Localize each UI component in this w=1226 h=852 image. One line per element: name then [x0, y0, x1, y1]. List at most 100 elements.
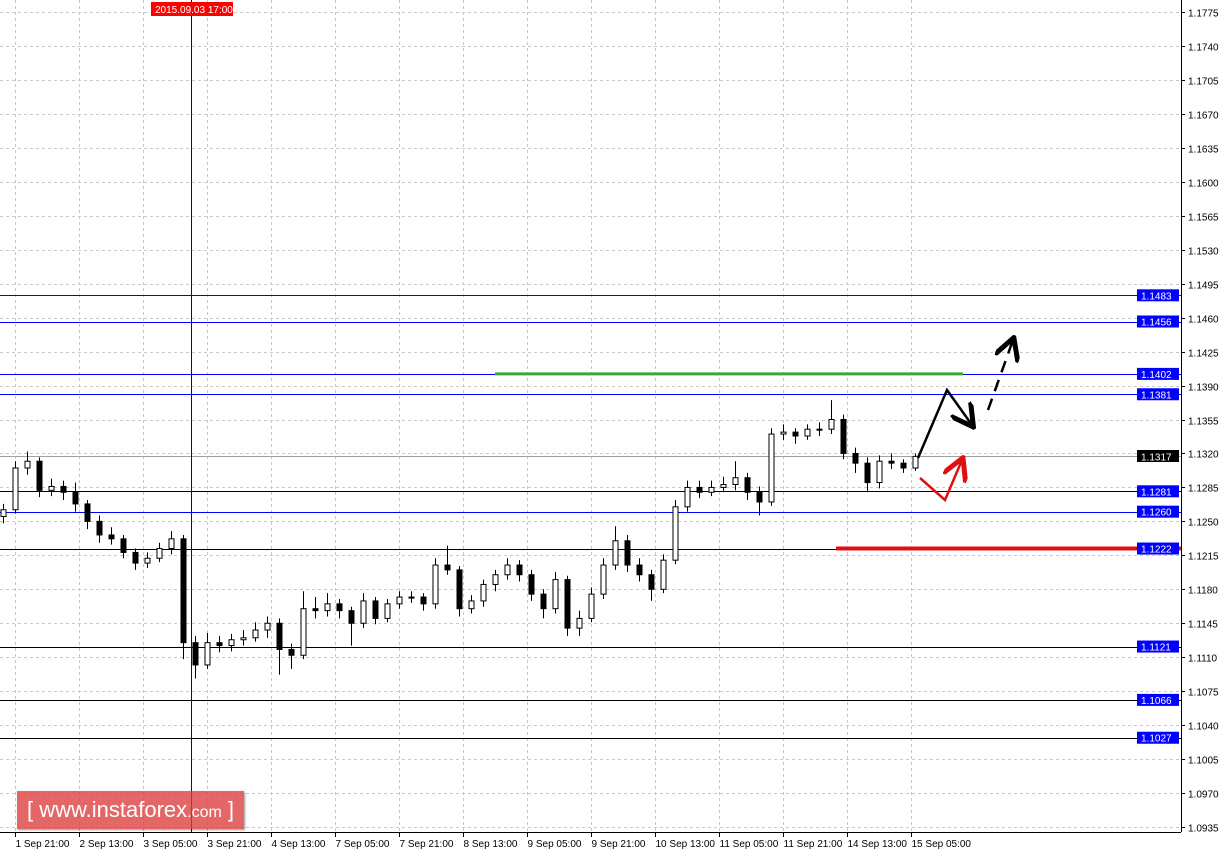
candle-body	[192, 642, 199, 666]
candle-body	[588, 593, 595, 619]
candle-body	[336, 603, 343, 612]
instaforex-watermark: [ www.instaforex.com ]	[17, 791, 244, 829]
level-price-label: 1.1260	[1141, 508, 1172, 519]
current-price-label: 1.1317	[1141, 453, 1172, 464]
candle-body	[660, 559, 667, 590]
y-tick-label: 1.1705	[1188, 77, 1219, 88]
candle-body	[492, 574, 499, 585]
level-price-label: 1.1121	[1141, 643, 1171, 654]
level-price-label: 1.1281	[1141, 487, 1172, 498]
candle-body	[648, 574, 655, 590]
candle-body	[744, 477, 751, 493]
candle-body	[36, 460, 43, 491]
x-tick-label: 11 Sep 05:00	[720, 839, 779, 850]
candle-body	[468, 600, 475, 610]
candle-body	[372, 600, 379, 619]
candle-body	[420, 596, 427, 605]
candle-body	[804, 428, 811, 437]
candle-body	[396, 596, 403, 605]
candle-body	[876, 460, 883, 484]
candle-body	[288, 648, 295, 656]
candle-body	[852, 452, 859, 464]
y-tick-label: 1.0935	[1188, 824, 1219, 835]
x-tick-label: 1 Sep 21:00	[16, 839, 70, 850]
level-price-label-bg	[1137, 388, 1179, 401]
y-tick-label: 1.1075	[1188, 688, 1219, 699]
candle-body	[0, 509, 7, 518]
candle-body	[684, 486, 691, 508]
candle-body	[576, 617, 583, 629]
candle-body	[600, 564, 607, 595]
candle-body	[432, 564, 439, 605]
candle-body	[780, 431, 787, 435]
candle-body	[156, 548, 163, 559]
y-tick-label: 1.1565	[1188, 213, 1219, 224]
candle-body	[708, 486, 715, 493]
level-price-label: 1.1456	[1141, 318, 1172, 329]
y-tick-label: 1.1600	[1188, 179, 1219, 190]
current-price-label-bg	[1137, 450, 1179, 462]
level-price-label-bg	[1137, 315, 1179, 328]
candle-body	[60, 485, 67, 493]
candle-body	[348, 610, 355, 624]
candle-body	[888, 460, 895, 464]
candle-body	[408, 596, 415, 599]
candle-body	[792, 431, 799, 437]
level-price-label-bg	[1137, 542, 1179, 555]
y-tick-label: 1.1285	[1188, 484, 1219, 495]
candle-body	[204, 642, 211, 666]
x-tick-label: 4 Sep 13:00	[272, 839, 326, 850]
candle-body	[384, 603, 391, 619]
y-tick-label: 1.1390	[1188, 383, 1219, 394]
candle-body	[456, 569, 463, 610]
candle-body	[840, 419, 847, 454]
y-tick-label: 1.1040	[1188, 722, 1219, 733]
y-tick-label: 1.1355	[1188, 417, 1219, 428]
y-tick-label: 1.1145	[1188, 620, 1218, 631]
candle-body	[252, 629, 259, 639]
candle-body	[756, 491, 763, 503]
bearish-alternative-arrow	[919, 460, 962, 503]
x-tick-label: 7 Sep 21:00	[400, 839, 454, 850]
candle-body	[720, 484, 727, 488]
level-price-label-bg	[1137, 693, 1179, 706]
bullish-continuation-arrow	[986, 340, 1013, 411]
candle-body	[528, 574, 535, 595]
level-price-label-bg	[1137, 731, 1179, 744]
candle-body	[480, 583, 487, 602]
level-price-label: 1.1483	[1141, 291, 1172, 302]
y-tick-label: 1.1670	[1188, 111, 1219, 122]
candle-body	[564, 579, 571, 629]
candle-body	[636, 564, 643, 576]
level-price-label-bg	[1137, 289, 1179, 302]
candle-body	[120, 538, 127, 553]
x-tick-label: 2 Sep 13:00	[80, 839, 134, 850]
candle-body	[324, 603, 331, 612]
level-price-label-bg	[1137, 485, 1179, 498]
candle-body	[696, 486, 703, 493]
candle-body	[516, 564, 523, 576]
candle-body	[828, 419, 835, 430]
candle-body	[228, 639, 235, 647]
level-price-label: 1.1222	[1141, 545, 1172, 556]
y-tick-label: 1.1530	[1188, 247, 1219, 258]
y-tick-label: 1.1215	[1188, 552, 1219, 563]
level-price-label: 1.1066	[1141, 696, 1172, 707]
candle-body	[24, 460, 31, 469]
candle-body	[84, 503, 91, 522]
y-tick-label: 1.1460	[1188, 315, 1219, 326]
candle-body	[240, 637, 247, 641]
y-tick-label: 1.1005	[1188, 756, 1219, 767]
level-price-label: 1.1402	[1141, 370, 1172, 381]
candle-body	[672, 506, 679, 561]
y-tick-label: 1.1250	[1188, 518, 1219, 529]
y-tick-label: 1.1775	[1188, 9, 1219, 20]
candle-body	[216, 642, 223, 647]
candle-body	[96, 520, 103, 536]
level-price-label: 1.1027	[1141, 734, 1172, 745]
y-tick-label: 1.0970	[1188, 790, 1219, 801]
candle-body	[900, 462, 907, 469]
candle-body	[300, 608, 307, 656]
level-price-label-bg	[1137, 640, 1179, 653]
